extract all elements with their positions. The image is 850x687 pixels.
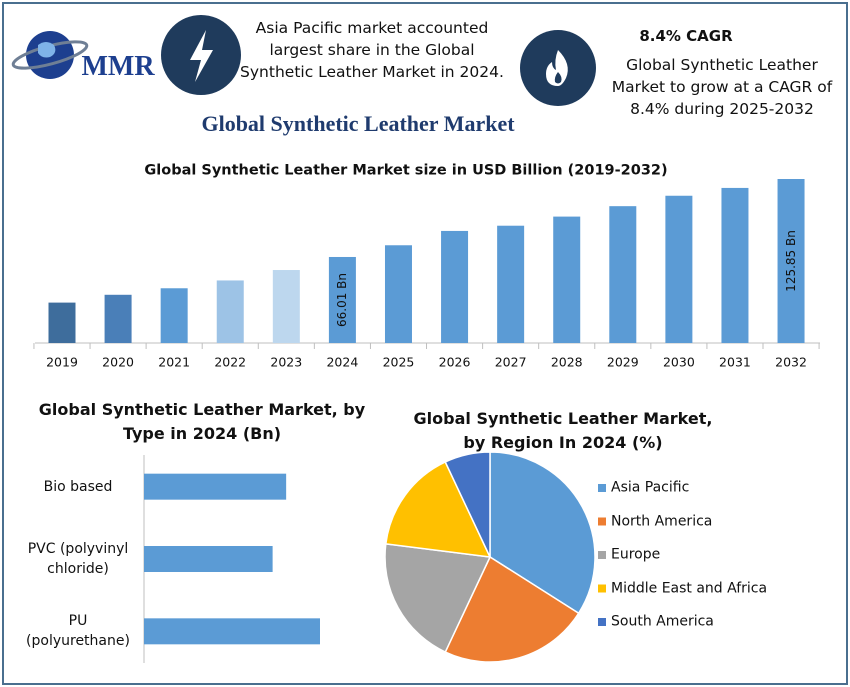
logo-text: MMR (81, 51, 155, 83)
x-tick-label: 2032 (775, 354, 807, 370)
x-tick-label: 2026 (438, 354, 471, 370)
bar (777, 179, 805, 343)
main-title: Global Synthetic Leather Market (201, 110, 515, 136)
bar (609, 206, 637, 343)
x-tick-label: 2031 (719, 354, 751, 370)
bar (441, 230, 469, 343)
x-tick-label: 2030 (662, 354, 695, 370)
x-tick-label: 2024 (326, 354, 359, 370)
bar (553, 216, 581, 343)
cagr-text: Global Synthetic Leather Market to grow … (611, 56, 833, 118)
legend-label: Europe (611, 546, 661, 563)
legend-swatch (598, 517, 606, 526)
x-tick-label: 2029 (606, 354, 639, 370)
bar (272, 270, 300, 343)
bar (721, 187, 749, 343)
value-label: 125.85 Bn (783, 230, 798, 292)
legend-label: South America (611, 613, 714, 630)
x-tick-label: 2028 (550, 354, 583, 370)
cagr-title: 8.4% CAGR (639, 27, 733, 45)
chart-title: Global Synthetic Leather Market size in … (144, 162, 668, 179)
bar (497, 225, 525, 343)
chart-title: Global Synthetic Leather Market, by Regi… (413, 409, 713, 452)
legend-swatch (598, 618, 606, 626)
pie-slice (444, 451, 491, 558)
bar (104, 294, 132, 343)
y-tick-label: PU (polyurethane) (26, 613, 130, 650)
x-tick-label: 2021 (158, 354, 191, 370)
legend-label: North America (611, 513, 713, 530)
x-tick-label: 2025 (382, 354, 415, 370)
highlight-text: Asia Pacific market accounted largest sh… (240, 19, 504, 81)
bar (160, 288, 188, 343)
x-tick-label: 2020 (102, 354, 134, 370)
x-tick-label: 2027 (494, 354, 527, 370)
legend-swatch (598, 584, 606, 593)
bar (144, 546, 273, 572)
x-tick-label: 2022 (214, 354, 247, 370)
flame-icon (520, 30, 596, 106)
value-label: 66.01 Bn (335, 272, 350, 327)
bar (144, 618, 320, 645)
bar (665, 195, 693, 343)
chart-title: Global Synthetic Leather Market, by Type… (38, 400, 366, 443)
x-tick-label: 2019 (46, 354, 78, 370)
bar (144, 473, 287, 500)
y-tick-label: PVC (polyvinyl chloride) (27, 541, 129, 577)
legend-label: Middle East and Africa (611, 580, 768, 597)
legend-label: Asia Pacific (611, 479, 690, 496)
x-tick-label: 2023 (270, 354, 303, 370)
pie-slice (384, 460, 492, 558)
lightning-icon (161, 15, 241, 95)
bar (384, 245, 412, 343)
bar (328, 256, 356, 343)
pie-slice (384, 543, 492, 654)
legend-swatch (598, 484, 606, 492)
bar (48, 302, 76, 343)
pie-slice (444, 555, 580, 663)
bar (216, 280, 244, 343)
legend-swatch (598, 551, 606, 559)
y-tick-label: Bio based (43, 478, 113, 495)
logo-globe (11, 31, 89, 79)
